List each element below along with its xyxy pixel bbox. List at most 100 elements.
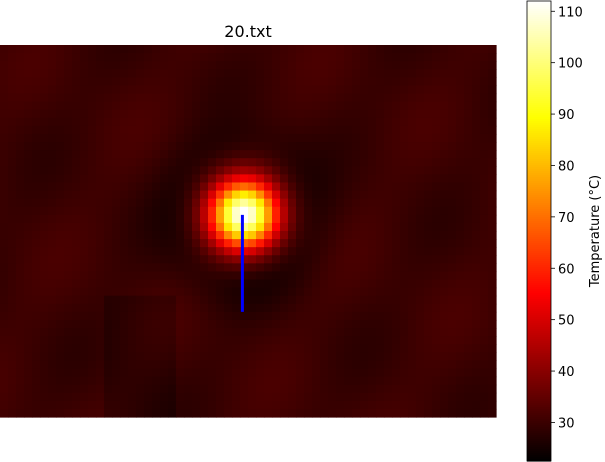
heatmap-cell	[256, 85, 265, 95]
heatmap-cell	[104, 93, 113, 103]
heatmap-cell	[176, 93, 185, 103]
heatmap-cell	[176, 392, 185, 402]
heatmap-cell	[128, 174, 137, 184]
heatmap-cell	[456, 319, 465, 329]
heatmap-cell	[424, 328, 433, 337]
heatmap-cell	[184, 344, 193, 353]
heatmap-cell	[128, 101, 137, 111]
heatmap-cell	[24, 158, 33, 167]
heatmap-cell	[24, 319, 33, 329]
heatmap-cell	[288, 61, 297, 70]
heatmap-cell	[120, 400, 129, 410]
heatmap-cell	[200, 287, 209, 297]
heatmap-cell	[424, 198, 433, 208]
colorbar-segment	[527, 161, 551, 164]
heatmap-cell	[376, 360, 385, 370]
heatmap-cell	[400, 328, 409, 337]
heatmap-cell	[56, 166, 65, 175]
heatmap-cell	[256, 239, 265, 248]
heatmap-cell	[152, 133, 161, 143]
colorbar-segment	[527, 219, 551, 222]
heatmap-cell	[304, 77, 313, 87]
heatmap-cell	[344, 311, 353, 321]
heatmap-cell	[352, 295, 361, 305]
heatmap-cell	[256, 295, 265, 305]
colorbar-segment	[527, 143, 551, 146]
heatmap-cell	[256, 368, 265, 378]
heatmap-cell	[480, 231, 489, 240]
heatmap-cell	[328, 125, 337, 135]
heatmap-cell	[24, 303, 33, 313]
heatmap-cell	[416, 279, 425, 289]
heatmap-cell	[88, 336, 97, 345]
heatmap-cell	[352, 174, 361, 184]
heatmap-cell	[96, 295, 105, 305]
heatmap-cell	[224, 190, 233, 200]
heatmap-cell	[16, 287, 25, 297]
heatmap-cell	[416, 77, 425, 87]
heatmap-cell	[432, 198, 441, 208]
heatmap-cell	[248, 53, 257, 62]
heatmap-cell	[488, 101, 497, 111]
heatmap-cell	[312, 190, 321, 200]
heatmap-cell	[280, 222, 289, 232]
heatmap-cell	[32, 255, 41, 264]
heatmap-cell	[176, 368, 185, 378]
heatmap-cell	[208, 279, 217, 289]
heatmap-cell	[64, 279, 73, 289]
heatmap-cell	[432, 328, 441, 337]
heatmap-cell	[120, 255, 129, 264]
heatmap-cell	[320, 368, 329, 378]
heatmap-cell	[320, 311, 329, 321]
heatmap-cell	[8, 101, 17, 111]
heatmap-cell	[384, 174, 393, 184]
colorbar-segment	[527, 233, 551, 236]
heatmap-cell	[136, 214, 145, 224]
heatmap-cell	[40, 255, 49, 264]
heatmap-cell	[296, 182, 305, 192]
heatmap-cell	[184, 109, 193, 119]
heatmap-cell	[328, 344, 337, 353]
heatmap-cell	[16, 271, 25, 281]
colorbar-segment	[527, 351, 551, 354]
heatmap-cell	[152, 344, 161, 353]
heatmap-cell	[32, 360, 41, 370]
heatmap-cell	[440, 61, 449, 70]
heatmap-cell	[96, 190, 105, 200]
heatmap-cell	[112, 109, 121, 119]
heatmap-cell	[328, 174, 337, 184]
heatmap-cell	[136, 360, 145, 370]
heatmap-cell	[440, 158, 449, 167]
heatmap-cell	[32, 150, 41, 159]
heatmap-cell	[400, 352, 409, 361]
heatmap-cell	[288, 295, 297, 305]
heatmap-cell	[408, 287, 417, 297]
heatmap-cell	[224, 352, 233, 361]
heatmap-cell	[64, 344, 73, 353]
heatmap-cell	[32, 93, 41, 103]
heatmap-cell	[128, 279, 137, 289]
heatmap-cell	[272, 125, 281, 135]
heatmap-cell	[400, 198, 409, 208]
colorbar-segment	[527, 79, 551, 82]
heatmap-cell	[376, 231, 385, 240]
heatmap-cell	[360, 231, 369, 240]
heatmap-cell	[144, 133, 153, 143]
heatmap-cell	[96, 101, 105, 111]
colorbar-segment	[527, 377, 551, 380]
heatmap-cell	[120, 101, 129, 111]
colorbar-segment	[527, 255, 551, 258]
heatmap-cell	[336, 295, 345, 305]
heatmap-cell	[184, 287, 193, 297]
heatmap-cell	[424, 271, 433, 281]
heatmap-cell	[32, 295, 41, 305]
heatmap-cell	[152, 328, 161, 337]
heatmap-cell	[16, 101, 25, 111]
heatmap-cell	[144, 166, 153, 175]
heatmap-cell	[272, 53, 281, 62]
heatmap-cell	[416, 142, 425, 151]
heatmap-cell	[408, 158, 417, 167]
heatmap-cell	[464, 392, 473, 402]
heatmap-cell	[136, 109, 145, 119]
heatmap-cell	[320, 239, 329, 248]
